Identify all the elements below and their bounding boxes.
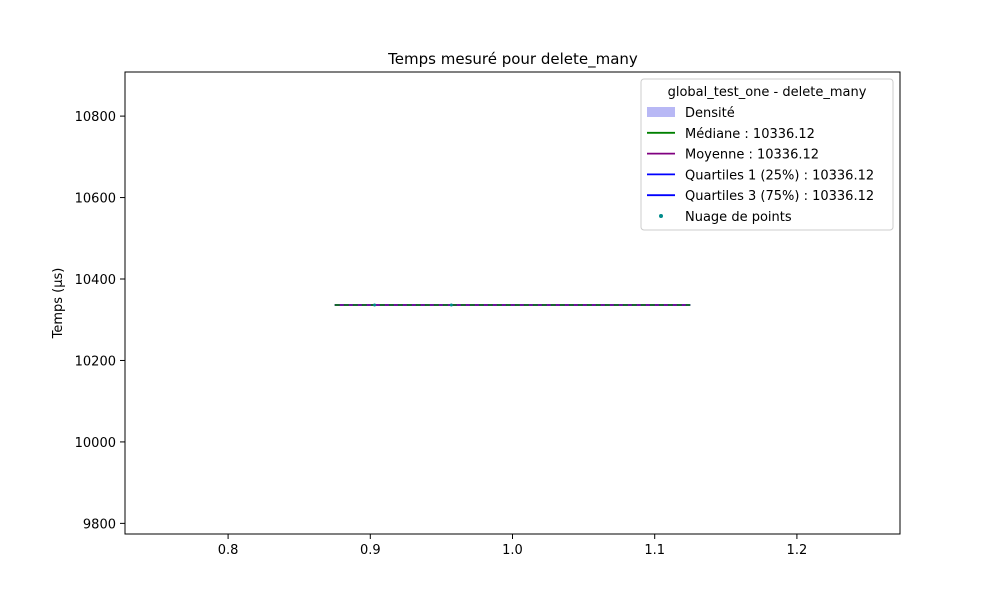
legend-label-q1: Quartiles 1 (25%) : 10336.12 (685, 168, 874, 183)
x-tick-label: 0.8 (218, 543, 239, 558)
x-tick-label: 0.9 (360, 543, 381, 558)
chart-marks (334, 303, 691, 307)
legend-label-mean: Moyenne : 10336.12 (685, 148, 819, 163)
x-tick-label: 1.1 (644, 543, 665, 558)
y-axis: 9800 10000 10200 10400 10600 10800 (75, 110, 125, 532)
legend-label-median: Médiane : 10336.12 (685, 127, 815, 142)
y-tick-label: 10000 (75, 436, 116, 451)
legend-entries: Densité Médiane : 10336.12 Moyenne : 10336… (647, 106, 874, 225)
legend-handle-points (659, 214, 663, 218)
x-tick-label: 1.0 (502, 543, 523, 558)
chart-title: Temps mesuré pour delete_many (387, 50, 638, 69)
y-tick-label: 10600 (75, 192, 116, 207)
legend: global_test_one - delete_many Densité Méd… (640, 78, 894, 231)
legend-label-points: Nuage de points (685, 210, 792, 225)
x-axis: 0.8 0.9 1.0 1.1 1.2 (218, 534, 807, 558)
legend-label-density: Densité (685, 106, 735, 121)
legend-title: global_test_one - delete_many (668, 85, 867, 100)
y-tick-label: 9800 (83, 517, 116, 532)
x-tick-label: 1.2 (787, 543, 808, 558)
y-tick-label: 10800 (75, 110, 116, 125)
y-tick-label: 10200 (75, 354, 116, 369)
legend-label-q3: Quartiles 3 (75%) : 10336.12 (685, 189, 874, 204)
y-tick-label: 10400 (75, 273, 116, 288)
data-point (449, 303, 453, 307)
legend-handle-density (647, 107, 675, 117)
legend-box (640, 78, 894, 231)
data-point (373, 303, 377, 307)
y-axis-label: Temps (µs) (51, 268, 66, 340)
